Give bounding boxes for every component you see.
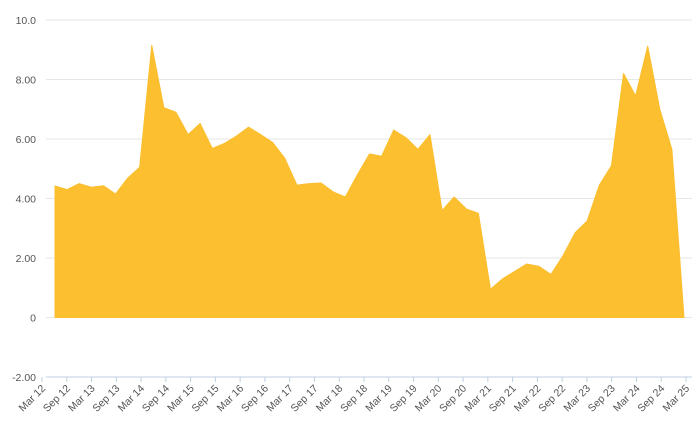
y-tick-label: 10.0 — [16, 15, 37, 27]
x-tick-label: Sep 18 — [338, 383, 370, 415]
y-tick-label: 0 — [30, 313, 36, 325]
x-tick-label: Sep 19 — [388, 383, 420, 415]
y-tick-label: -2.00 — [12, 372, 36, 384]
y-tick-label: 8.00 — [16, 75, 37, 87]
y-tick-label: 6.00 — [16, 134, 37, 146]
x-tick-label: Sep 22 — [536, 383, 568, 415]
x-tick-label: Sep 23 — [586, 383, 618, 415]
y-tick-label: 2.00 — [16, 253, 37, 265]
y-axis-tick-labels: -2.00 0 2.00 4.00 6.00 8.00 10.0 — [12, 15, 36, 384]
area-series — [54, 44, 685, 318]
x-tick-label: Sep 21 — [487, 383, 519, 415]
x-tick-label: Sep 16 — [239, 383, 271, 415]
x-tick-label: Sep 24 — [635, 383, 667, 415]
area-fill — [54, 44, 685, 318]
x-tick-label: Sep 20 — [437, 383, 469, 415]
x-tick-label: Sep 12 — [41, 383, 73, 415]
y-tick-label: 4.00 — [16, 194, 37, 206]
x-tick-label: Mar 25 — [661, 383, 693, 415]
x-tick-label: Sep 17 — [289, 383, 321, 415]
x-tick-label: Sep 15 — [189, 383, 221, 415]
x-tick-label: Sep 14 — [140, 383, 172, 415]
x-tick-label: Sep 13 — [90, 383, 122, 415]
